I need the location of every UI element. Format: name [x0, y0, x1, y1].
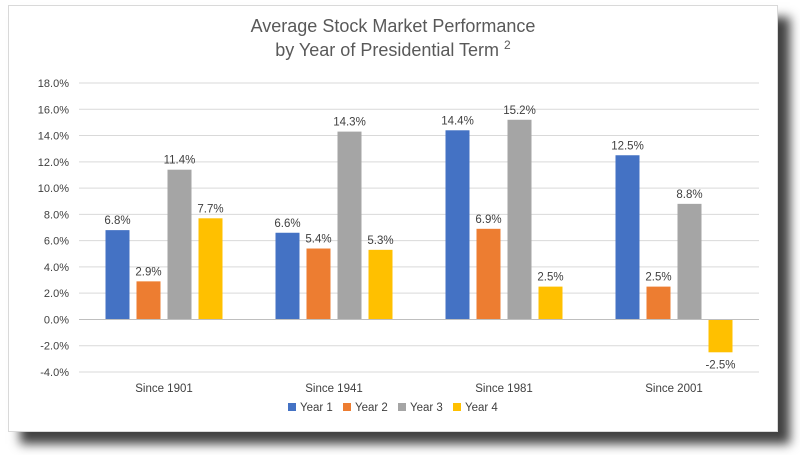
bar: [476, 228, 501, 320]
bar: [368, 249, 393, 320]
category-label: Since 2001: [645, 383, 703, 395]
x-axis: Since 1901 Since 1941 Since 1981 Since 2001: [135, 383, 703, 395]
category-label: Since 1981: [475, 383, 533, 395]
legend-label: Year 4: [465, 402, 498, 414]
category-label: Since 1901: [135, 383, 193, 395]
data-label: 2.5%: [537, 272, 563, 284]
bar: [646, 286, 671, 320]
legend-swatch: [343, 403, 351, 411]
y-tick-label: 8.0%: [44, 209, 69, 221]
y-tick-label: 2.0%: [44, 288, 69, 300]
data-label: 6.8%: [104, 215, 130, 227]
data-label: 15.2%: [503, 105, 536, 117]
bar: [105, 230, 130, 320]
legend-swatch: [288, 403, 296, 411]
legend-item: Year 4: [453, 402, 498, 414]
y-tick-label: 18.0%: [38, 78, 69, 90]
legend-item: Year 3: [398, 402, 443, 414]
chart-frame: Average Stock Market Performance by Year…: [8, 5, 778, 432]
bar: [677, 203, 702, 320]
bar: [337, 131, 362, 320]
data-label: -2.5%: [705, 359, 735, 371]
bar: [507, 119, 532, 320]
legend: Year 1 Year 2 Year 3 Year 4: [288, 402, 498, 414]
data-label: 2.5%: [645, 272, 671, 284]
data-label: 6.9%: [475, 214, 501, 226]
bar: [198, 218, 223, 320]
bar: [445, 130, 470, 320]
legend-item: Year 2: [343, 402, 388, 414]
legend-swatch: [398, 403, 406, 411]
legend-swatch: [453, 403, 461, 411]
chart-title-line2-text: by Year of Presidential Term: [275, 40, 499, 60]
chart-title-line1: Average Stock Market Performance: [251, 16, 536, 36]
chart-title: Average Stock Market Performance by Year…: [251, 16, 536, 60]
bar-chart: Average Stock Market Performance by Year…: [38, 16, 759, 414]
bar: [306, 248, 331, 320]
bar: [708, 319, 733, 353]
data-labels: 6.8% 2.9% 11.4% 7.7% 6.6% 5.4% 14.3% 5.3% 14.4% 6…: [104, 105, 735, 372]
bar: [275, 232, 300, 320]
bar: [167, 169, 192, 320]
legend-label: Year 3: [410, 402, 443, 414]
legend-label: Year 1: [300, 402, 333, 414]
data-label: 5.4%: [305, 234, 331, 246]
data-label: 6.6%: [274, 218, 300, 230]
bar: [615, 155, 640, 320]
data-label: 11.4%: [164, 155, 196, 167]
y-tick-label: 12.0%: [38, 157, 69, 169]
y-tick-label: 16.0%: [38, 104, 69, 116]
category-label: Since 1941: [305, 383, 363, 395]
y-tick-label: 6.0%: [44, 236, 69, 248]
y-axis: 18.0% 16.0% 14.0% 12.0% 10.0% 8.0% 6.0% 4.0% 2.0…: [38, 78, 69, 379]
chart-title-superscript: 2: [504, 38, 511, 52]
data-label: 14.3%: [333, 117, 366, 129]
legend-label: Year 2: [355, 402, 388, 414]
bar: [538, 286, 563, 320]
bar: [136, 281, 161, 320]
bars: [105, 119, 733, 353]
data-label: 12.5%: [611, 140, 644, 152]
y-tick-label: -4.0%: [40, 367, 69, 379]
chart-title-line2: by Year of Presidential Term 2: [275, 38, 511, 60]
data-label: 14.4%: [441, 115, 474, 127]
y-tick-label: 14.0%: [38, 131, 69, 143]
data-label: 5.3%: [367, 235, 393, 247]
legend-item: Year 1: [288, 402, 333, 414]
y-tick-label: 4.0%: [44, 262, 69, 274]
data-label: 2.9%: [135, 266, 161, 278]
y-tick-label: 10.0%: [38, 183, 69, 195]
data-label: 8.8%: [676, 189, 702, 201]
y-tick-label: -2.0%: [40, 341, 69, 353]
y-tick-label: 0.0%: [44, 314, 69, 326]
data-label: 7.7%: [197, 203, 223, 215]
